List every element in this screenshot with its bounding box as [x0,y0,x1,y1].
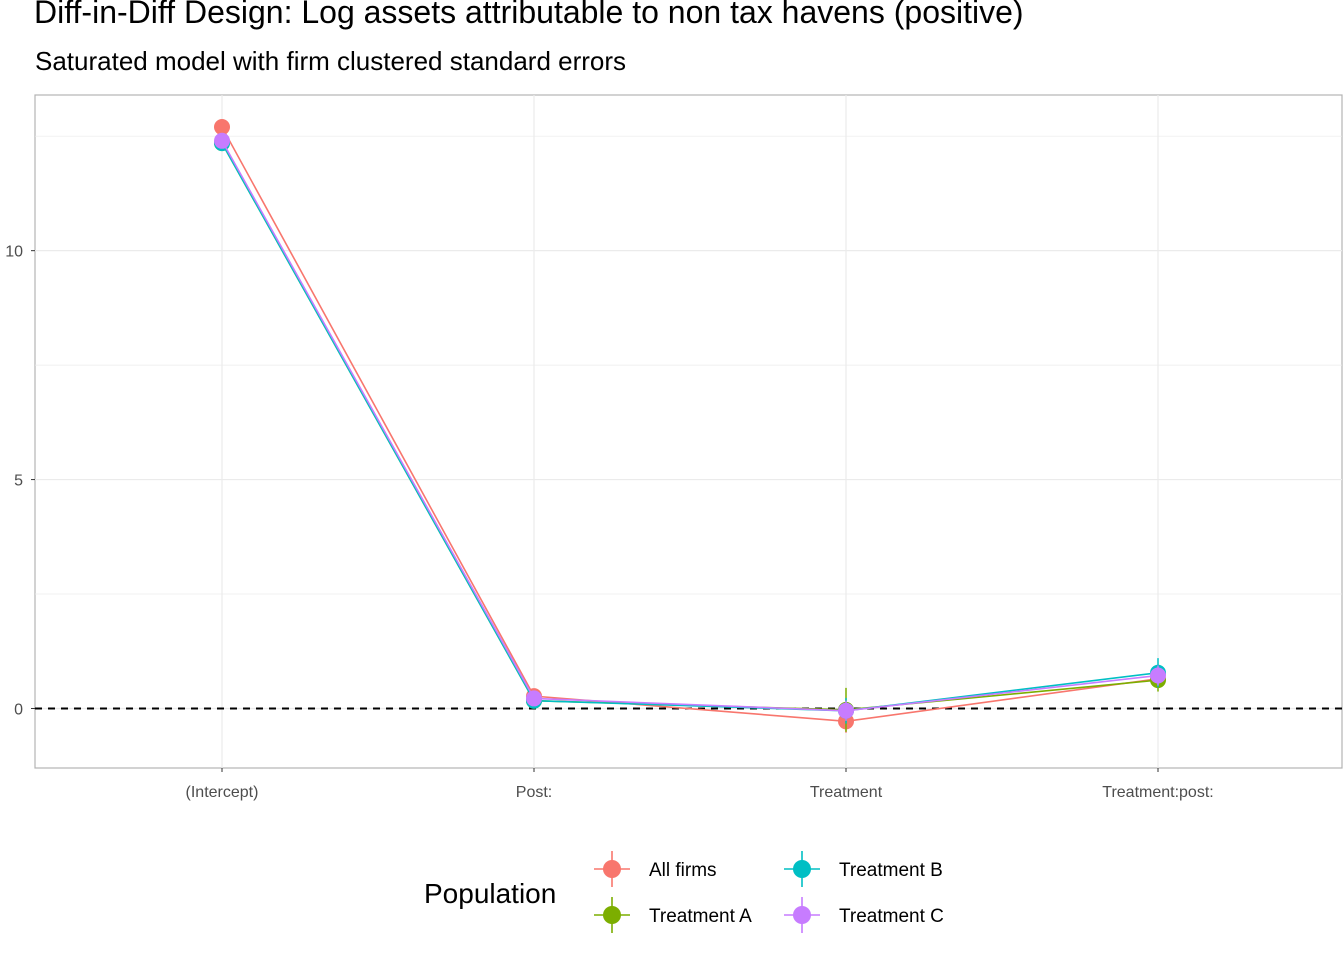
y-tick-label: 5 [14,473,23,490]
series-group [214,119,1166,733]
x-tick-label: Post: [516,784,552,801]
y-tick-label: 10 [5,244,23,261]
data-point [1150,667,1166,684]
plot-panel-border [34,94,1343,769]
legend-label: Treatment A [649,906,752,927]
series-all-firms [214,119,1166,733]
y-axis: 0 5 10 [5,244,35,718]
series-line [221,142,1159,712]
legend-items: All firms Treatment A Treatment B Treatment… [594,851,944,933]
legend-item: Treatment A [594,897,752,933]
grid-lines [35,95,1342,768]
x-tick-label: Treatment:post: [1102,784,1213,801]
legend-label: Treatment B [839,860,943,881]
series-treatment-c [214,132,1166,721]
x-tick-label: Treatment [810,784,883,801]
x-axis: (Intercept) Post: Treatment Treatment:post: [186,768,1214,801]
legend-item: All firms [594,851,717,887]
series-treatment-a [214,135,1166,732]
chart-title: Diff-in-Diff Design: Log assets attribut… [34,0,1024,30]
legend-key-point [603,860,621,878]
legend-label: Treatment C [839,906,944,927]
legend-label: All firms [649,860,717,881]
x-tick-label: (Intercept) [186,784,259,801]
y-tick-label: 0 [14,701,23,718]
legend-title: Population [424,878,556,909]
data-point [214,119,230,136]
data-point [526,690,542,707]
legend-key-point [603,906,621,924]
series-line [221,126,1159,723]
data-point [214,132,230,149]
series-treatment-b [214,135,1166,724]
data-point [838,702,854,719]
series-line [221,140,1159,712]
legend: Population All firms Treatment A Treatment… [424,851,944,933]
chart-subtitle: Saturated model with firm clustered stan… [35,46,627,76]
legend-key-point [793,906,811,924]
legend-key-point [793,860,811,878]
series-line [221,142,1159,711]
legend-item: Treatment B [784,851,943,887]
legend-item: Treatment C [784,897,944,933]
